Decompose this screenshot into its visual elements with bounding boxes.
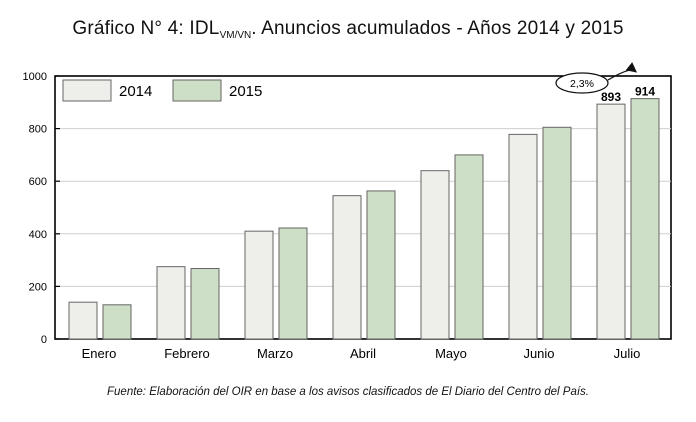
y-tick-label: 800 bbox=[29, 124, 47, 136]
legend-label-2014: 2014 bbox=[119, 83, 152, 100]
y-tick-label: 0 bbox=[41, 334, 47, 346]
bar-2015-mayo bbox=[454, 154, 484, 340]
x-tick-label: Febrero bbox=[164, 346, 210, 361]
x-axis: Enero Febrero Marzo Abril Mayo Junio Julio bbox=[82, 346, 641, 361]
data-labels: 893 914 bbox=[601, 85, 655, 105]
bar-2015-junio bbox=[542, 126, 572, 340]
bar-2015-julio bbox=[630, 98, 660, 340]
y-tick-label: 600 bbox=[29, 176, 47, 188]
source-note: Fuente: Elaboración del OIR en base a lo… bbox=[107, 386, 589, 398]
legend-swatch-2014 bbox=[62, 79, 112, 102]
bar-2014-abril bbox=[332, 195, 362, 340]
legend: 2014 2015 bbox=[62, 79, 262, 102]
x-tick-label: Julio bbox=[614, 346, 641, 361]
bar-2014-mayo bbox=[420, 170, 450, 340]
legend-swatch-2015 bbox=[172, 79, 222, 102]
x-tick-label: Marzo bbox=[257, 346, 293, 361]
y-axis: 0 200 400 600 800 1000 bbox=[23, 71, 60, 346]
y-tick-label: 400 bbox=[29, 229, 47, 241]
gridlines bbox=[55, 128, 671, 287]
growth-annotation: 2,3% bbox=[555, 62, 638, 94]
data-label-2014: 893 bbox=[601, 90, 621, 104]
bar-2014-marzo bbox=[244, 230, 274, 340]
bar-2015-abril bbox=[366, 190, 396, 340]
bar-2015-marzo bbox=[278, 227, 308, 340]
x-tick-label: Enero bbox=[82, 346, 117, 361]
x-tick-label: Abril bbox=[350, 346, 376, 361]
y-tick-label: 1000 bbox=[23, 71, 47, 83]
bar-2015-febrero bbox=[190, 268, 220, 340]
bar-2014-febrero bbox=[156, 266, 186, 340]
y-tick-label: 200 bbox=[29, 281, 47, 293]
annotation-text: 2,3% bbox=[570, 78, 594, 90]
plot-frame bbox=[54, 75, 672, 340]
legend-label-2015: 2015 bbox=[229, 83, 262, 100]
bar-2015-enero bbox=[102, 304, 132, 340]
bar-2014-enero bbox=[68, 301, 98, 340]
bars bbox=[68, 98, 660, 340]
bar-2014-junio bbox=[508, 133, 538, 340]
chart-title: Gráfico N° 4: IDLVM/VN. Anuncios acumula… bbox=[72, 18, 624, 41]
annotation-ellipse bbox=[555, 72, 609, 94]
x-tick-label: Mayo bbox=[435, 346, 467, 361]
x-tick-label: Junio bbox=[523, 346, 554, 361]
annotation-arrow bbox=[607, 62, 638, 81]
bar-2014-julio bbox=[596, 103, 626, 340]
data-label-2015: 914 bbox=[635, 85, 655, 99]
